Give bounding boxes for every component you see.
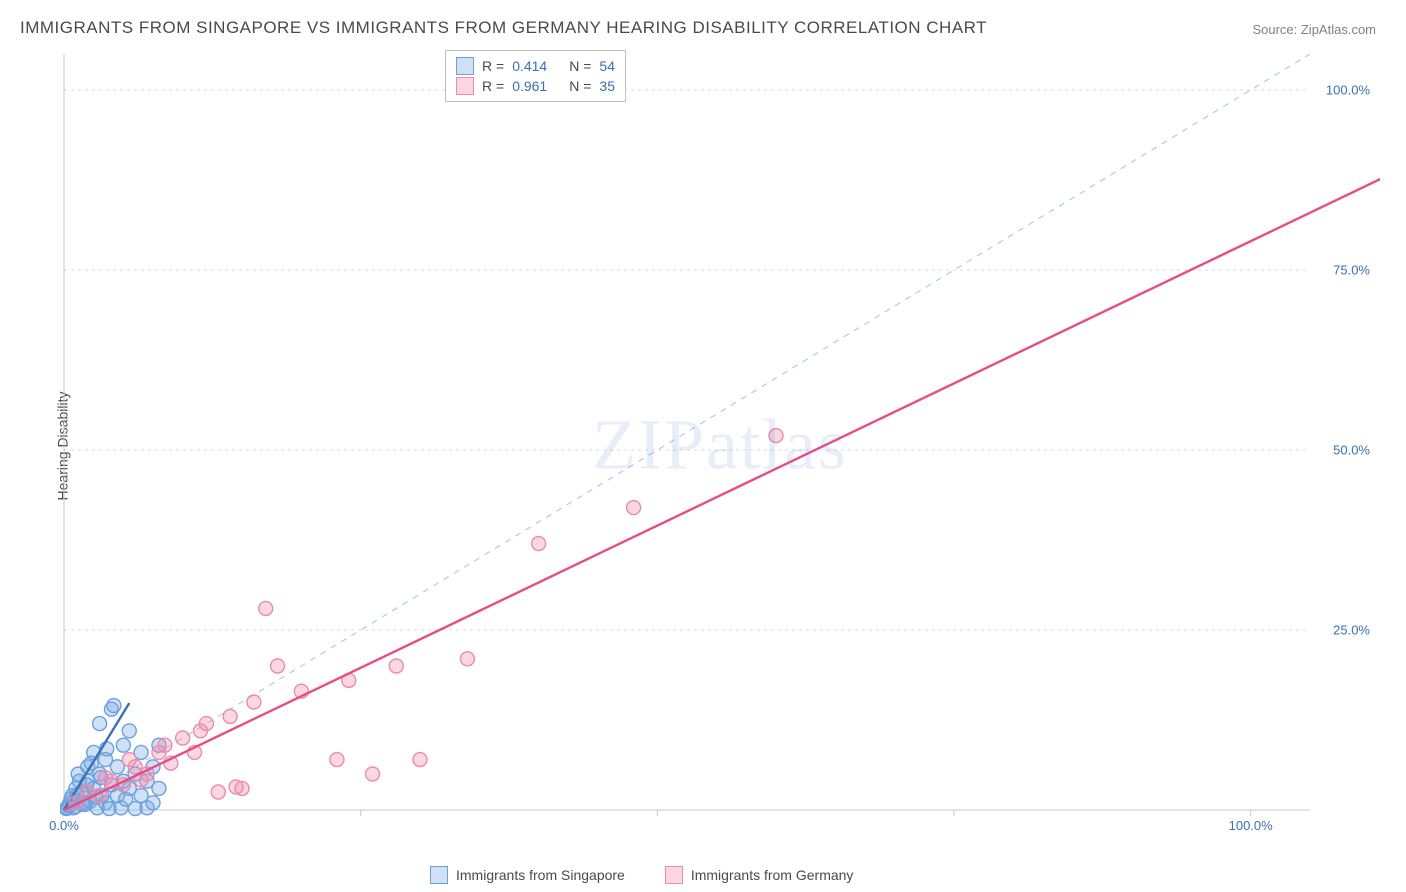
scatter-point bbox=[152, 781, 166, 795]
legend-n-value: 54 bbox=[599, 58, 615, 74]
scatter-point bbox=[122, 753, 136, 767]
scatter-point bbox=[769, 429, 783, 443]
y-tick-label: 25.0% bbox=[1333, 623, 1370, 638]
legend-bottom-item: Immigrants from Germany bbox=[665, 866, 854, 884]
scatter-point bbox=[366, 767, 380, 781]
legend-bottom-label: Immigrants from Singapore bbox=[456, 867, 625, 883]
scatter-point bbox=[627, 501, 641, 515]
scatter-point bbox=[122, 724, 136, 738]
scatter-point bbox=[93, 717, 107, 731]
legend-r-label: R = bbox=[482, 78, 504, 94]
legend-n-value: 35 bbox=[599, 78, 615, 94]
legend-top: R = 0.414 N = 54 R = 0.961 N = 35 bbox=[445, 50, 626, 102]
y-tick-label: 75.0% bbox=[1333, 263, 1370, 278]
source-label: Source: ZipAtlas.com bbox=[1252, 22, 1376, 37]
y-tick-label: 50.0% bbox=[1333, 443, 1370, 458]
legend-swatch bbox=[456, 77, 474, 95]
scatter-point bbox=[158, 738, 172, 752]
legend-top-row: R = 0.961 N = 35 bbox=[456, 77, 615, 95]
scatter-point bbox=[330, 753, 344, 767]
scatter-point bbox=[107, 699, 121, 713]
scatter-point bbox=[413, 753, 427, 767]
scatter-point bbox=[116, 738, 130, 752]
legend-top-row: R = 0.414 N = 54 bbox=[456, 57, 615, 75]
legend-swatch bbox=[456, 57, 474, 75]
scatter-point bbox=[259, 601, 273, 615]
scatter-point bbox=[146, 796, 160, 810]
scatter-point bbox=[460, 652, 474, 666]
x-tick-label: 0.0% bbox=[49, 818, 79, 833]
legend-swatch bbox=[665, 866, 683, 884]
chart-title: IMMIGRANTS FROM SINGAPORE VS IMMIGRANTS … bbox=[20, 18, 987, 38]
legend-r-value: 0.961 bbox=[512, 78, 547, 94]
scatter-point bbox=[271, 659, 285, 673]
scatter-point bbox=[532, 537, 546, 551]
scatter-point bbox=[211, 785, 225, 799]
scatter-point bbox=[176, 731, 190, 745]
scatter-point bbox=[193, 724, 207, 738]
x-tick-label: 100.0% bbox=[1229, 818, 1273, 833]
legend-r-value: 0.414 bbox=[512, 58, 547, 74]
scatter-point bbox=[389, 659, 403, 673]
legend-bottom: Immigrants from Singapore Immigrants from… bbox=[430, 866, 853, 884]
scatter-point bbox=[223, 709, 237, 723]
y-tick-label: 100.0% bbox=[1326, 83, 1370, 98]
scatter-point bbox=[99, 771, 113, 785]
legend-n-label: N = bbox=[569, 58, 591, 74]
legend-bottom-item: Immigrants from Singapore bbox=[430, 866, 625, 884]
legend-swatch bbox=[430, 866, 448, 884]
legend-n-label: N = bbox=[569, 78, 591, 94]
chart-svg bbox=[60, 50, 1380, 840]
scatter-point bbox=[247, 695, 261, 709]
scatter-point bbox=[229, 780, 243, 794]
legend-bottom-label: Immigrants from Germany bbox=[691, 867, 854, 883]
chart-plot-area: ZIPatlas 0.0%100.0%25.0%50.0%75.0%100.0% bbox=[60, 50, 1380, 840]
legend-r-label: R = bbox=[482, 58, 504, 74]
